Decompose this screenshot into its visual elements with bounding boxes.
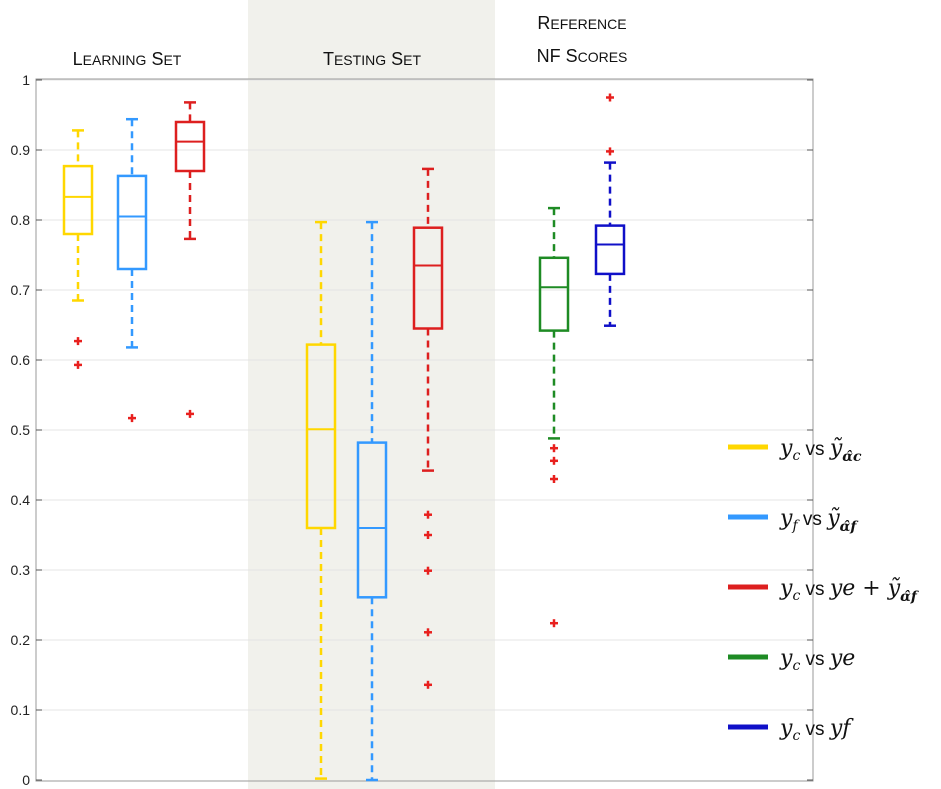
y-tick-label: 0.9 (11, 142, 31, 158)
outlier-point (550, 457, 558, 465)
legend-entry: yc vs ỹα̂c (728, 436, 862, 465)
outlier-point (550, 475, 558, 483)
legend-label: yc vs ỹα̂c (779, 436, 862, 465)
box-series-ycf_f (118, 119, 146, 422)
legend-entry: yc vs yf (728, 716, 854, 744)
box-series-ye (540, 208, 568, 627)
box-iqr (118, 176, 146, 269)
y-tick-label: 0.8 (11, 212, 31, 228)
outlier-point (550, 444, 558, 452)
legend-entry: yf vs ỹα̂f (728, 506, 859, 535)
y-tick-label: 0.6 (11, 352, 31, 368)
group-title: TESTING SET (323, 49, 421, 69)
outlier-point (606, 147, 614, 155)
y-tick-label: 1 (22, 72, 30, 88)
legend-label: yf vs ỹα̂f (779, 506, 859, 535)
legend-label: yc vs ye + ỹα̂f (779, 576, 920, 605)
legend-label: yc vs ye (779, 646, 855, 674)
group-title: REFERENCE (537, 13, 626, 33)
y-tick-label: 0.1 (11, 702, 31, 718)
outlier-point (550, 619, 558, 627)
box-iqr (64, 166, 92, 234)
y-tick-label: 0.3 (11, 562, 31, 578)
group-title: LEARNING SET (73, 49, 182, 69)
box-iqr (596, 226, 624, 274)
y-tick-label: 0.5 (11, 422, 31, 438)
legend-label: yc vs yf (779, 716, 854, 744)
legend: yc vs ỹα̂c yf vs ỹα̂f yc vs ye + ỹα̂f yc vs… (728, 436, 920, 744)
y-tick-label: 0.7 (11, 282, 31, 298)
group-title: NF SCORES (537, 46, 628, 66)
outlier-point (186, 410, 194, 418)
legend-entry: yc vs ye + ỹα̂f (728, 576, 920, 605)
y-tick-label: 0 (22, 772, 30, 788)
outlier-point (74, 337, 82, 345)
outlier-point (74, 361, 82, 369)
box-series-yf (596, 94, 624, 326)
y-tick-label: 0.4 (11, 492, 31, 508)
box-iqr (176, 122, 204, 171)
box-series-ycf_c (64, 130, 92, 369)
outlier-point (606, 94, 614, 102)
outlier-point (128, 414, 136, 422)
box-iqr (540, 258, 568, 331)
legend-entry: yc vs ye (728, 646, 855, 674)
y-tick-label: 0.2 (11, 632, 31, 648)
